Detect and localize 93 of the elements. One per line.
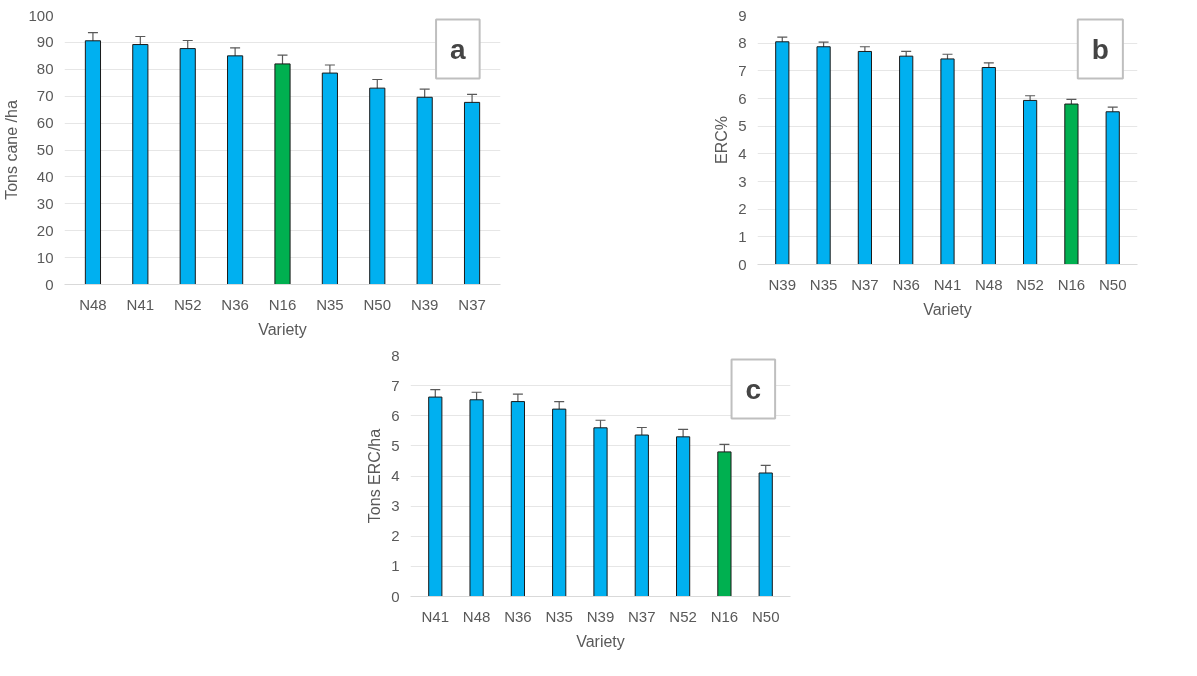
- bar: [463, 101, 481, 285]
- annotation: c: [745, 373, 762, 405]
- bar: [899, 55, 914, 265]
- x-tick-label: N36: [892, 275, 920, 293]
- x-axis-title: Variety: [258, 320, 307, 338]
- y-tick-label: 30: [36, 194, 54, 212]
- x-tick-label: N35: [316, 295, 344, 313]
- y-tick-label: 6: [738, 89, 747, 107]
- bar: [981, 67, 996, 265]
- x-axis-title: Variety: [576, 632, 625, 650]
- y-tick-label: 9: [738, 6, 747, 24]
- x-tick-label: N50: [1098, 275, 1127, 293]
- bar: [1105, 111, 1120, 265]
- x-tick-label: N37: [458, 295, 486, 313]
- x-tick-label: N41: [933, 275, 962, 293]
- y-tick-label: 4: [391, 467, 400, 484]
- x-tick-label: N50: [751, 607, 780, 625]
- y-tick-label: 50: [36, 141, 54, 158]
- x-tick-label: N41: [126, 295, 155, 313]
- x-tick-label: N48: [462, 607, 491, 625]
- y-tick-label: 1: [391, 557, 400, 575]
- x-tick-label: N35: [545, 607, 573, 625]
- bar: [321, 72, 338, 285]
- bar: [84, 40, 102, 285]
- y-axis-title: Tons cane /ha: [3, 100, 21, 200]
- y-tick-label: 8: [738, 34, 747, 52]
- y-tick-label: 3: [391, 497, 400, 515]
- bar: [775, 41, 790, 265]
- x-tick-label: N16: [1057, 275, 1086, 293]
- bar: [179, 48, 196, 285]
- x-tick-label: N48: [975, 275, 1003, 293]
- y-tick-label: 10: [36, 248, 54, 266]
- x-tick-label: N36: [504, 607, 532, 625]
- y-tick-label: 4: [738, 144, 747, 162]
- y-tick-label: 2: [738, 200, 747, 218]
- y-tick-label: 60: [36, 114, 54, 132]
- bar: [857, 50, 872, 265]
- bar: [1064, 103, 1079, 265]
- y-tick-label: 5: [391, 436, 400, 454]
- y-tick-label: 0: [738, 255, 747, 273]
- bar: [634, 434, 649, 597]
- y-tick-label: 1: [738, 227, 747, 245]
- x-tick-label: N16: [710, 607, 739, 625]
- y-tick-label: 5: [738, 117, 747, 135]
- y-tick-label: 80: [36, 60, 54, 78]
- bar: [816, 46, 831, 265]
- x-tick-label: N41: [421, 607, 450, 625]
- y-tick-label: 7: [391, 376, 400, 394]
- y-axis-title: ERC%: [713, 115, 731, 164]
- y-tick-label: 90: [36, 33, 54, 51]
- bar: [593, 427, 608, 597]
- y-tick-label: 3: [738, 172, 747, 190]
- bar: [428, 396, 443, 597]
- bar: [416, 96, 433, 285]
- bar: [940, 58, 955, 265]
- x-tick-label: N39: [586, 607, 615, 625]
- bar: [717, 451, 732, 597]
- x-tick-label: N52: [1016, 275, 1044, 293]
- y-tick-label: 40: [36, 167, 54, 185]
- x-tick-label: N52: [173, 295, 202, 313]
- bar: [227, 55, 244, 285]
- annotation: a: [450, 33, 467, 65]
- y-tick-label: 0: [45, 275, 54, 293]
- y-tick-label: 7: [738, 61, 747, 79]
- x-tick-label: N39: [410, 295, 439, 313]
- bar: [676, 436, 691, 597]
- x-tick-label: N36: [221, 295, 249, 313]
- x-tick-label: N50: [363, 295, 392, 313]
- y-tick-label: 6: [391, 406, 400, 424]
- x-tick-label: N35: [809, 275, 838, 293]
- bar: [132, 44, 149, 285]
- y-tick-label: 70: [36, 87, 54, 105]
- x-tick-label: N39: [768, 275, 797, 293]
- x-axis-title: Variety: [923, 300, 972, 318]
- bar: [369, 87, 386, 285]
- bar: [510, 401, 525, 597]
- x-tick-label: N37: [851, 275, 879, 293]
- y-tick-label: 8: [391, 346, 400, 364]
- annotation: b: [1091, 33, 1109, 65]
- x-tick-label: N52: [669, 607, 697, 625]
- bar: [758, 472, 773, 597]
- y-tick-label: 2: [391, 527, 400, 545]
- y-tick-label: 20: [36, 221, 54, 239]
- bar: [274, 63, 291, 285]
- bar: [552, 408, 567, 597]
- x-tick-label: N48: [79, 295, 107, 313]
- bar: [1023, 99, 1038, 265]
- y-axis-title: Tons ERC/ha: [366, 428, 384, 524]
- y-tick-label: 100: [28, 6, 54, 24]
- y-tick-label: 0: [391, 587, 400, 605]
- x-tick-label: N37: [628, 607, 656, 625]
- bar: [469, 399, 484, 597]
- x-tick-label: N16: [268, 295, 297, 313]
